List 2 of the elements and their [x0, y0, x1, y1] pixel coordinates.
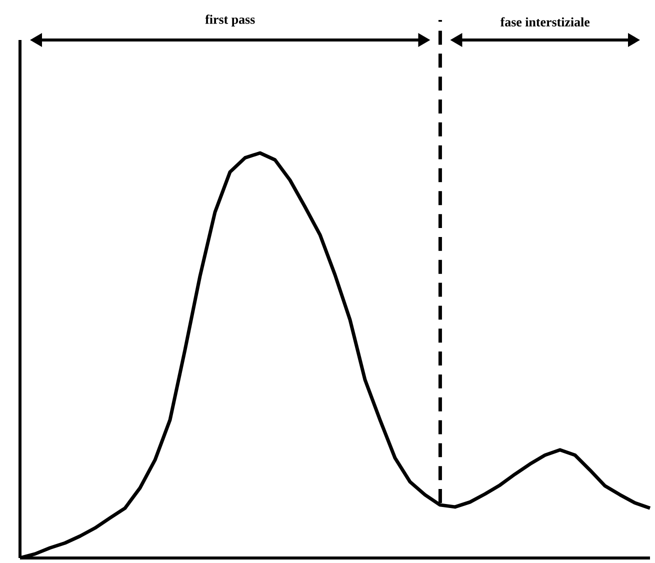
text: fase interstiziale: [500, 17, 590, 26]
text: first pass: [205, 14, 255, 26]
